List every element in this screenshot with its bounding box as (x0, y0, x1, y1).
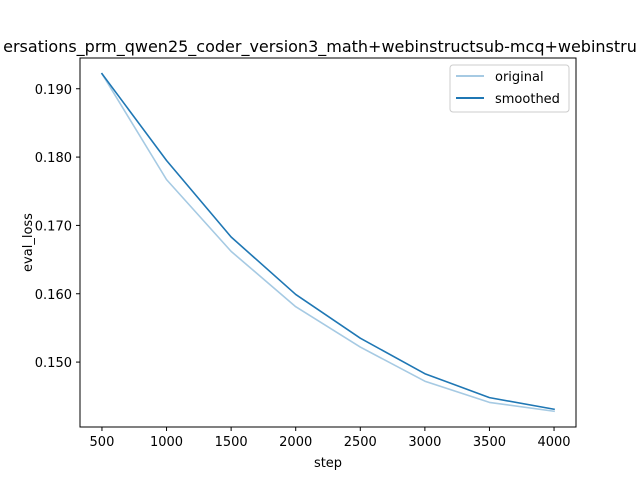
y-tick-label: 0.180 (35, 151, 72, 166)
x-tick-label: 4000 (537, 435, 570, 450)
x-tick-label: 2000 (279, 435, 312, 450)
plot-area (80, 58, 576, 427)
y-tick-label: 0.160 (35, 288, 72, 303)
legend-label-smoothed: smoothed (495, 92, 560, 107)
x-tick-label: 3000 (408, 435, 441, 450)
y-tick-label: 0.150 (35, 356, 72, 371)
x-tick-label: 3500 (473, 435, 506, 450)
x-tick-label: 500 (90, 435, 115, 450)
plot-frame (79, 57, 577, 428)
y-axis: 0.150 0.160 0.170 0.180 0.190 (35, 83, 80, 371)
legend: original smoothed (449, 64, 570, 113)
chart-title: ersations_prm_qwen25_coder_version3_math… (3, 37, 637, 57)
x-tick-label: 2500 (344, 435, 377, 450)
legend-label-original: original (495, 70, 544, 85)
y-tick-label: 0.190 (35, 83, 72, 98)
series-line-original (100, 72, 555, 413)
y-axis-label: eval_loss (21, 213, 36, 272)
series-line-smoothed (100, 72, 555, 411)
x-axis-label: step (314, 456, 342, 471)
series-layer (100, 72, 555, 413)
x-tick-label: 1000 (150, 435, 183, 450)
x-tick-label: 1500 (215, 435, 248, 450)
y-tick-label: 0.170 (35, 219, 72, 234)
x-axis: 500 1000 1500 2000 2500 3000 3500 4000 (90, 427, 571, 450)
